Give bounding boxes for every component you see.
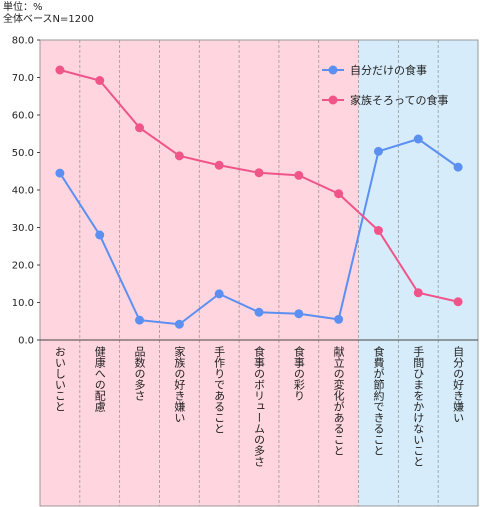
data-point (174, 151, 184, 161)
data-point (334, 314, 344, 324)
category-label: 手作りであること (213, 345, 226, 434)
legend-label: 自分だけの食事 (350, 63, 427, 77)
y-tick-label: 30.0 (12, 223, 34, 234)
base-label: 全体ベースN=1200 (3, 14, 94, 25)
data-point (135, 315, 145, 325)
data-point (95, 230, 105, 240)
category-label: 家族の好き嫌い (173, 345, 186, 423)
y-tick-label: 60.0 (12, 111, 34, 122)
data-point (294, 170, 304, 180)
y-tick-label: 0.0 (18, 336, 34, 347)
data-point (254, 168, 264, 178)
data-point (55, 65, 65, 75)
data-point (413, 134, 423, 144)
category-label: 手間ひまをかけないこと (412, 345, 425, 467)
category-label: おいしいこと (53, 346, 66, 412)
legend-marker (328, 65, 338, 75)
unit-note: 単位：% 全体ベースN=1200 (3, 2, 94, 26)
category-label: 食費が節約できること (372, 345, 385, 456)
category-label: 献立の変化があること (332, 345, 345, 456)
data-point (373, 146, 383, 156)
data-point (294, 309, 304, 319)
data-point (214, 289, 224, 299)
unit-label: 単位：% (3, 2, 43, 13)
category-label: 自分の好き嫌い (452, 346, 465, 423)
data-point (413, 288, 423, 298)
data-point (254, 307, 264, 317)
data-point (55, 168, 65, 178)
y-tick-label: 10.0 (12, 298, 34, 309)
background-band-1 (358, 40, 478, 506)
category-label: 食事の彩り (292, 345, 305, 401)
legend-label: 家族そろっての食事 (350, 93, 448, 107)
y-tick-label: 20.0 (12, 261, 34, 272)
data-point (214, 160, 224, 170)
category-label: 品数の多さ (133, 346, 146, 401)
y-tick-label: 80.0 (12, 36, 34, 47)
data-point (135, 123, 145, 133)
data-point (174, 319, 184, 329)
legend-marker (328, 95, 338, 105)
category-label: 健康への配慮 (93, 346, 106, 412)
plot-frame (39, 39, 479, 507)
y-tick-label: 70.0 (12, 73, 34, 84)
y-tick-label: 50.0 (12, 148, 34, 159)
data-point (373, 226, 383, 235)
data-point (453, 297, 463, 307)
category-label: 食事のボリュームの多さ (253, 345, 266, 467)
data-point (95, 76, 105, 85)
y-tick-label: 40.0 (12, 186, 34, 197)
data-point (334, 189, 344, 199)
data-point (453, 162, 463, 172)
